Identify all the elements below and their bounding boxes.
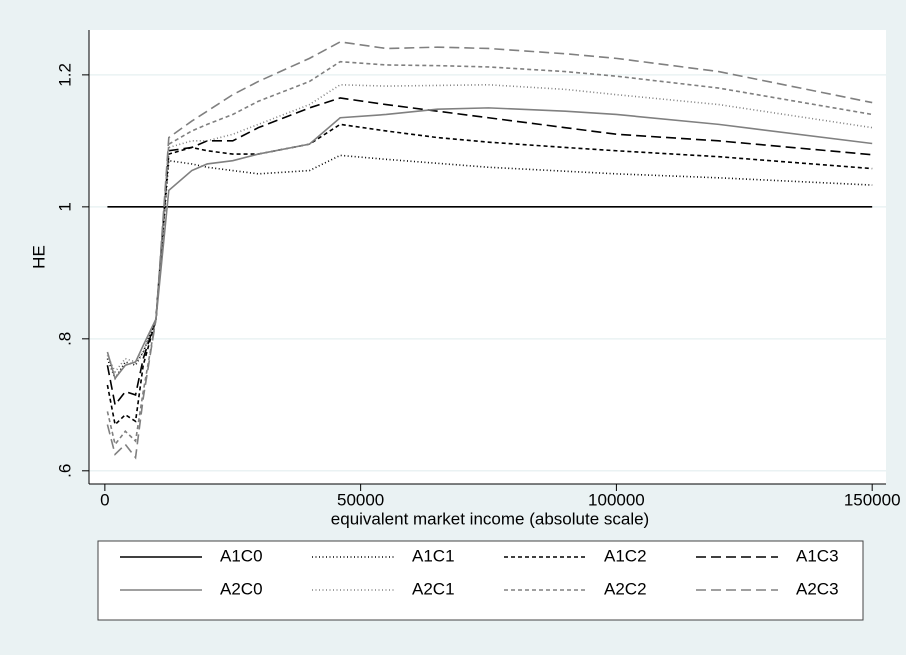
y-tick-label: .6 [55,464,74,478]
legend-label: A2C3 [796,579,839,598]
series-line [106,60,873,447]
legend-label: A1C1 [412,546,455,565]
x-axis-title: equivalent market income (absolute scale… [331,509,649,528]
legend-box [97,540,864,621]
series-line [106,107,873,381]
legend-label: A2C1 [412,579,455,598]
axes: .6 .8 1 1.2 0 50000 100000 150000 [55,30,901,509]
legend-label: A1C0 [220,546,263,565]
y-axis-title: HE [29,245,48,269]
legend-label: A1C3 [796,546,839,565]
x-tick-label: 100000 [588,490,645,509]
legend-label: A2C2 [604,579,647,598]
legend-label: A2C0 [220,579,263,598]
x-tick-label: 50000 [337,490,384,509]
legend-label: A1C2 [604,546,647,565]
series-line [106,97,873,407]
x-tick-label: 0 [100,490,109,509]
lines [106,41,873,460]
y-tick-label: 1 [55,202,74,211]
x-tick-label: 150000 [844,490,901,509]
plot-area [89,30,886,484]
y-tick-label: 1.2 [55,63,74,87]
series-line [106,123,873,427]
y-tick-label: .8 [55,332,74,346]
